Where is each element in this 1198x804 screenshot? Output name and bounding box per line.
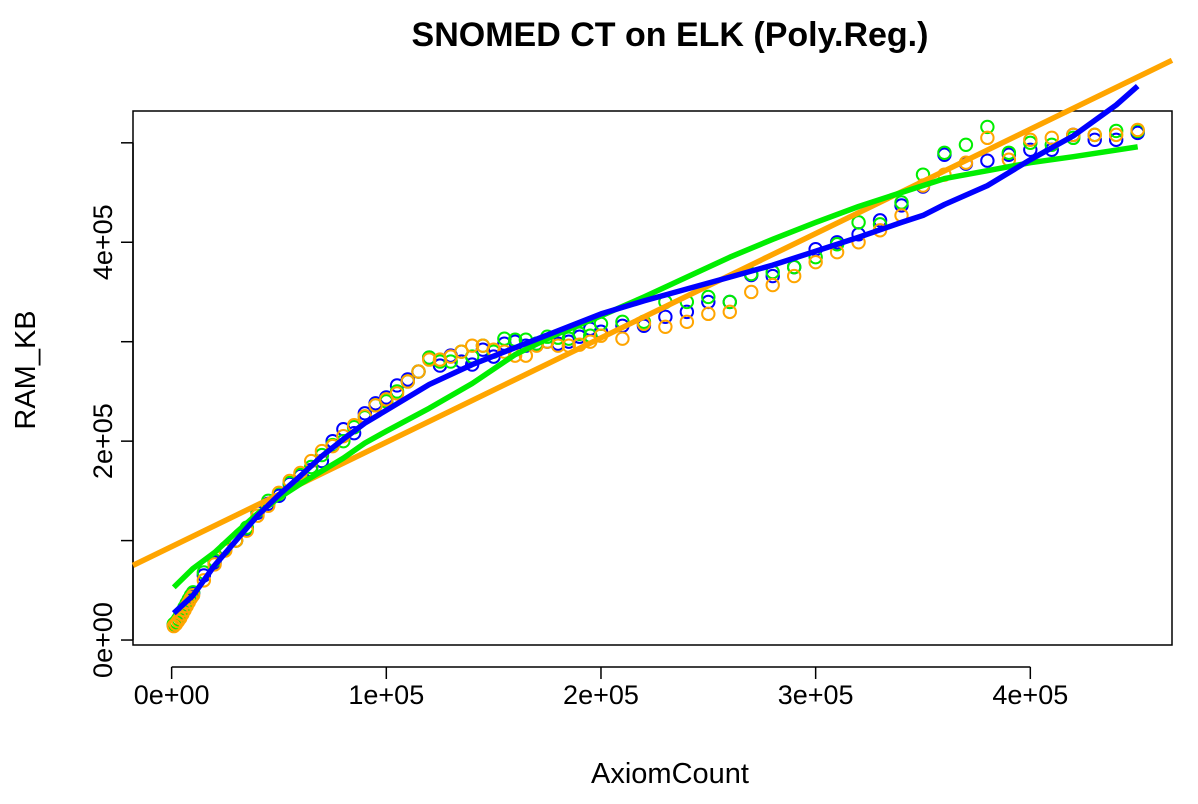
x-tick-label: 2e+05	[563, 680, 639, 710]
data-point	[851, 215, 866, 230]
data-point	[808, 254, 823, 270]
data-point	[1087, 132, 1102, 148]
y-tick-label: 2e+05	[88, 403, 118, 479]
data-point	[679, 314, 695, 330]
x-tick-label: 0e+00	[134, 680, 210, 710]
data-point	[1130, 122, 1145, 138]
data-point	[958, 137, 974, 153]
data-point	[744, 284, 759, 300]
data-point	[207, 557, 222, 572]
data-point	[411, 364, 426, 379]
data-point	[443, 354, 458, 369]
fit-line	[171, 144, 1139, 590]
data-point	[615, 331, 630, 346]
point-series	[166, 119, 1145, 632]
data-point	[185, 588, 201, 603]
data-series	[131, 57, 1174, 634]
x-tick-label: 1e+05	[348, 680, 424, 710]
plot-frame	[132, 110, 1173, 646]
x-axis-label: AxiomCount	[591, 758, 749, 790]
x-tick-label: 3e+05	[778, 680, 854, 710]
data-point	[303, 459, 319, 475]
data-point	[389, 386, 405, 401]
data-point	[658, 319, 673, 334]
data-point	[701, 306, 716, 322]
data-point	[1023, 142, 1038, 157]
data-point	[1108, 132, 1124, 148]
data-point	[701, 289, 716, 305]
data-point	[1066, 127, 1081, 143]
data-point	[170, 613, 186, 629]
data-point	[980, 119, 995, 135]
y-tick-label: 0e+00	[88, 602, 118, 678]
data-point	[314, 447, 330, 463]
data-point	[980, 153, 995, 168]
data-point	[196, 573, 212, 588]
data-point	[1001, 145, 1017, 160]
y-axis-label: RAM_KB	[10, 310, 42, 429]
data-point	[872, 213, 888, 228]
data-point	[679, 304, 695, 320]
data-point	[400, 374, 415, 389]
data-point	[1044, 130, 1059, 146]
data-point	[379, 392, 394, 407]
data-point	[422, 352, 437, 367]
data-point	[454, 344, 469, 359]
data-point	[937, 145, 952, 160]
data-point	[980, 130, 995, 146]
point-series	[166, 122, 1145, 634]
data-point	[1023, 132, 1038, 148]
data-point	[765, 277, 780, 293]
point-series	[166, 125, 1145, 633]
plot-box	[132, 110, 1173, 646]
y-tick-label: 4e+05	[88, 204, 118, 280]
data-point	[786, 268, 802, 284]
data-point	[765, 268, 780, 284]
x-tick-label: 4e+05	[992, 680, 1068, 710]
data-point	[464, 338, 480, 353]
data-point	[550, 338, 566, 353]
data-point	[1108, 123, 1124, 139]
data-point	[722, 304, 737, 320]
data-point	[1108, 127, 1124, 143]
data-point	[183, 591, 199, 606]
fit-line	[171, 84, 1140, 616]
data-point	[658, 309, 673, 325]
chart-title: SNOMED CT on ELK (Poly.Reg.)	[412, 16, 929, 54]
data-point	[1087, 127, 1102, 143]
data-point	[722, 294, 737, 310]
data-point	[368, 398, 383, 413]
axes: 0e+00 1e+05 2e+05 3e+05 4e+05 0e+00 2e+05 4e+05	[88, 142, 1068, 710]
